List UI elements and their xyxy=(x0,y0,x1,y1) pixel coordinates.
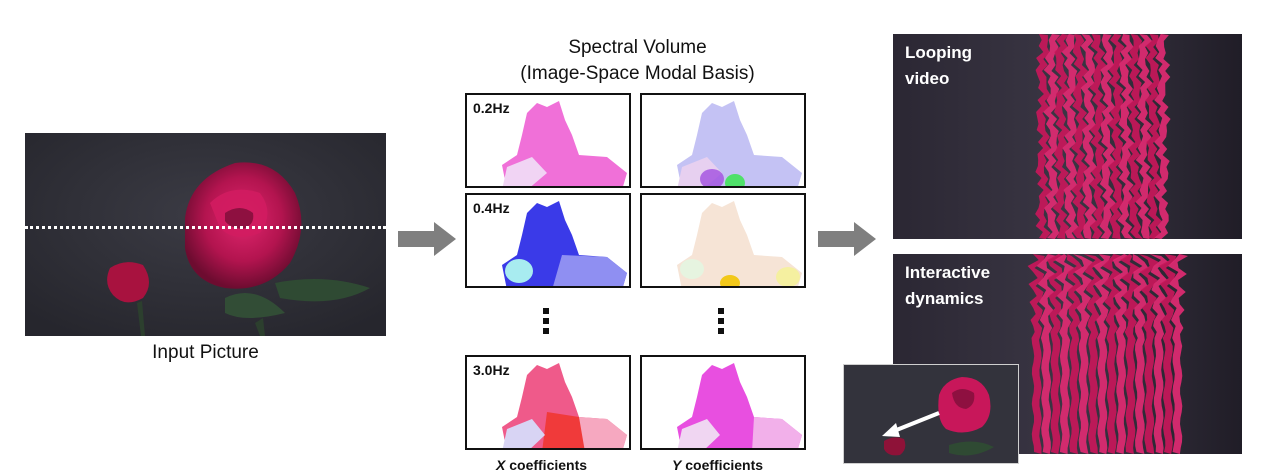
spectral-title-line2: (Image-Space Modal Basis) xyxy=(465,63,810,85)
ellipsis-y xyxy=(718,308,724,338)
x-coef-panel-0-4hz: 0.4Hz xyxy=(465,193,631,288)
x-coef-panel-0-2hz: 0.2Hz xyxy=(465,93,631,188)
interactive-dynamics-label: Interactive dynamics xyxy=(905,260,995,312)
spectral-title-line1: Spectral Volume xyxy=(465,37,810,59)
y-coef-panel-3-0hz xyxy=(640,355,806,450)
ellipsis-x xyxy=(543,308,549,338)
looping-video-label: Looping video xyxy=(905,40,995,92)
looping-video-strip: Looping video xyxy=(893,34,1242,239)
scanline-dotted xyxy=(25,226,386,229)
input-picture xyxy=(25,133,386,336)
interaction-inset xyxy=(843,364,1019,464)
y-coefficients-label: Y coefficients xyxy=(672,457,763,473)
input-caption: Input Picture xyxy=(25,342,386,364)
freq-label: 3.0Hz xyxy=(473,362,510,378)
rose-photo xyxy=(25,133,386,336)
freq-label: 0.2Hz xyxy=(473,100,510,116)
x-coefficients-label: X coefficients xyxy=(496,457,587,473)
freq-label: 0.4Hz xyxy=(473,200,510,216)
y-coef-panel-0-4hz xyxy=(640,193,806,288)
arrow-right-icon xyxy=(818,222,876,256)
x-coef-panel-3-0hz: 3.0Hz xyxy=(465,355,631,450)
arrow-right-icon xyxy=(398,222,456,256)
y-coef-panel-0-2hz xyxy=(640,93,806,188)
